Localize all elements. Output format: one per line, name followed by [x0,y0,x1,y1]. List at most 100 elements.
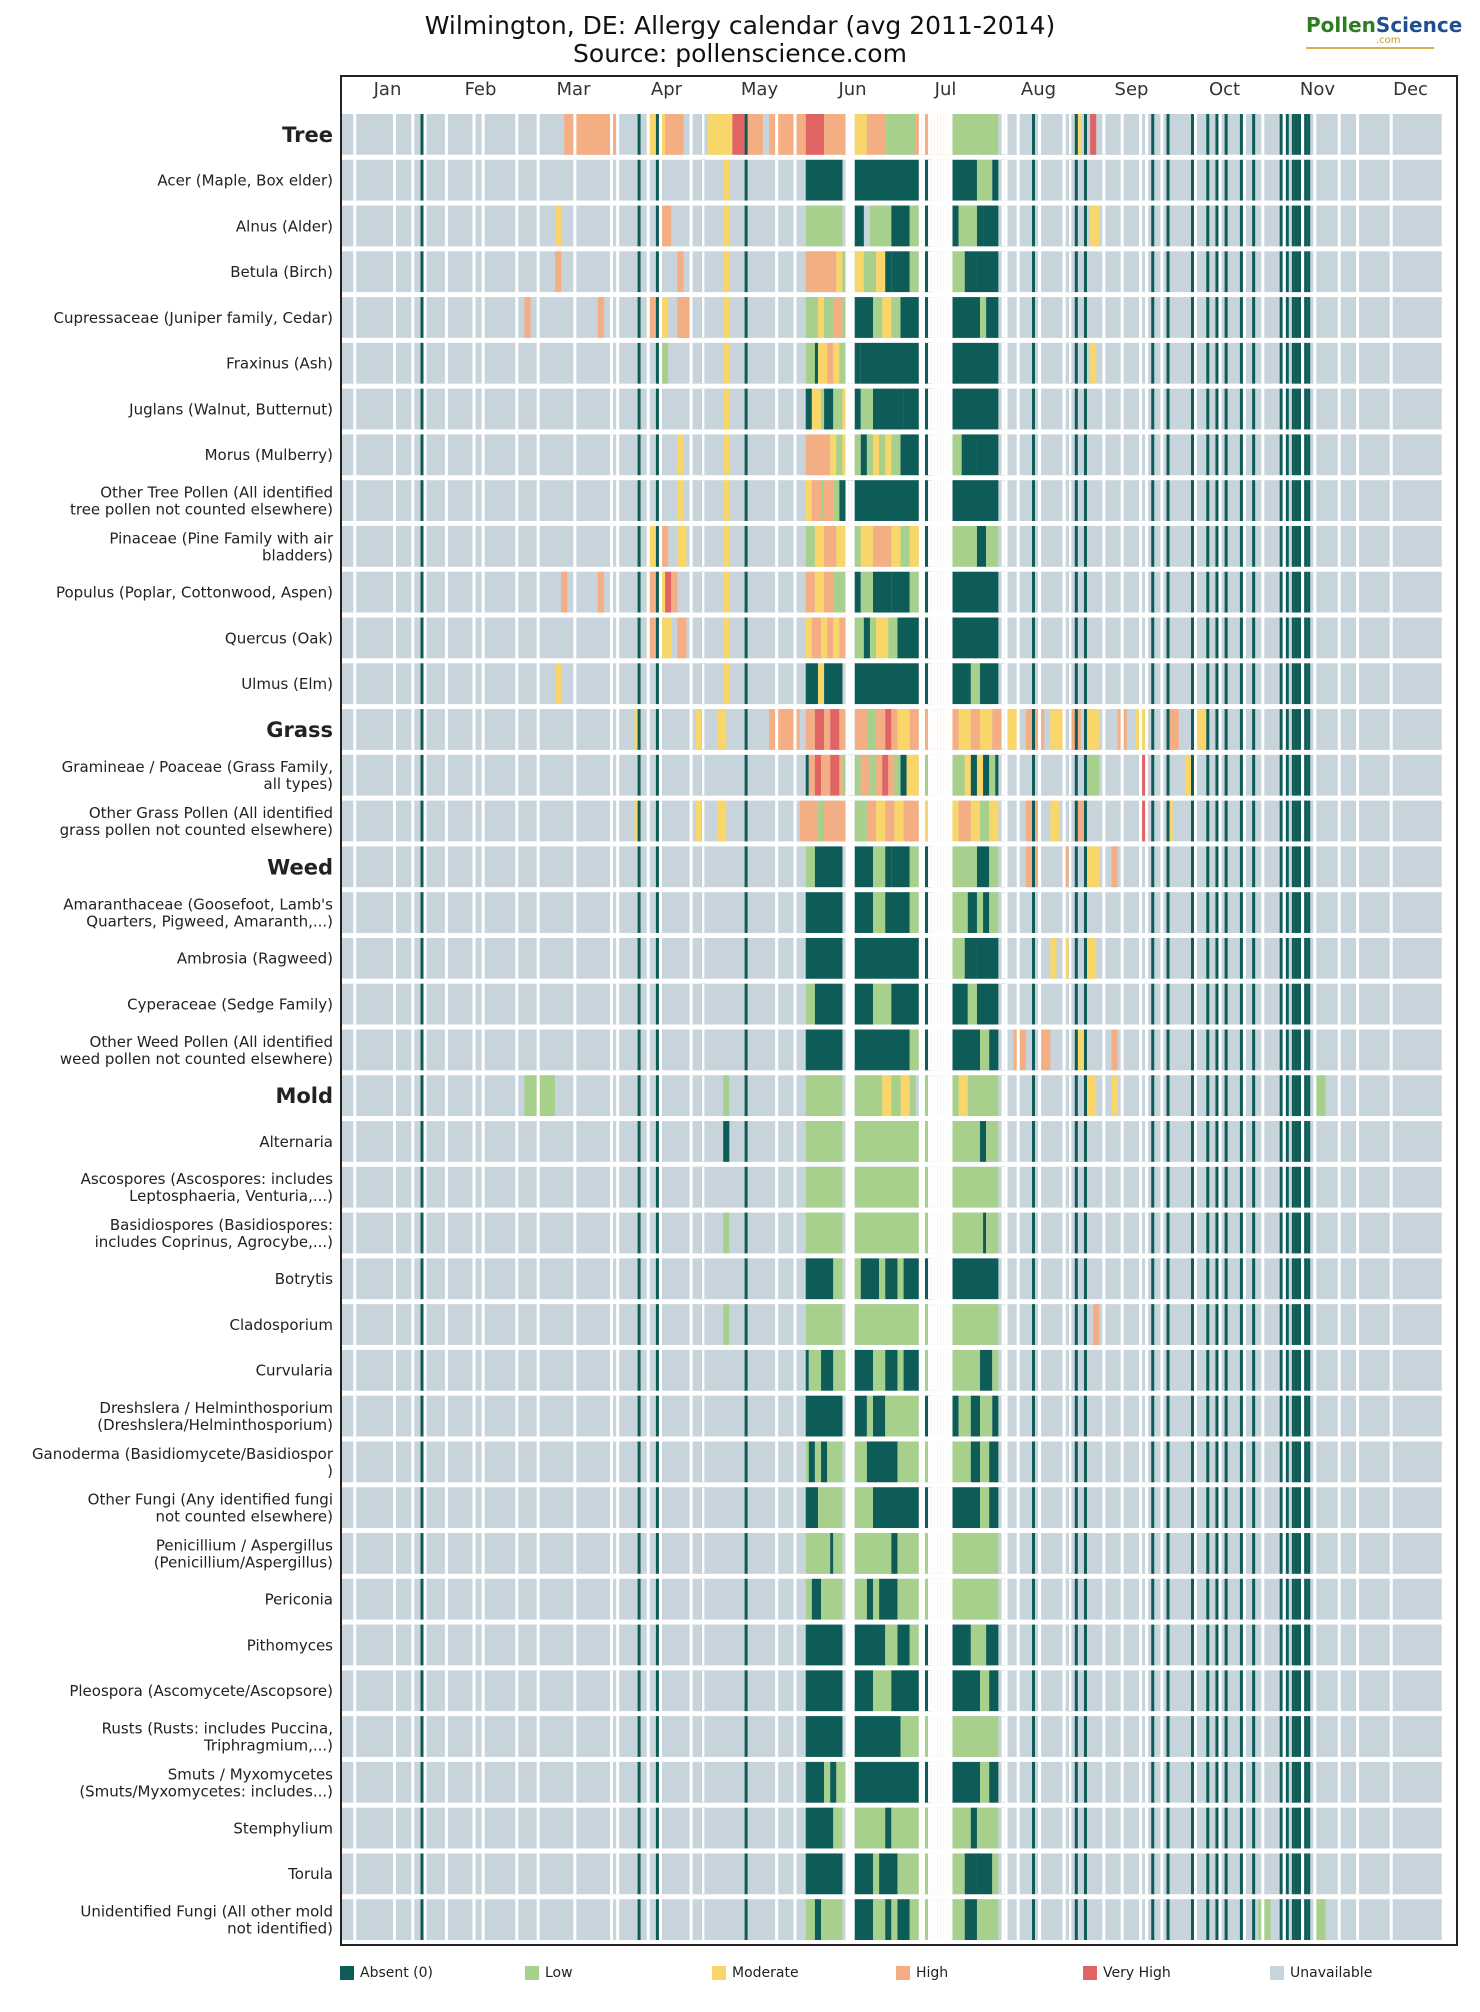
missing-day-gap [515,983,519,1025]
missing-day-gap [775,1670,779,1712]
missing-day-gap [1389,1349,1393,1391]
absent-marker [655,1716,659,1757]
missing-day-gap [934,342,938,384]
missing-day-gap [921,1716,925,1757]
missing-day-gap [943,205,947,247]
missing-day-gap [353,1761,357,1803]
absent-marker [1074,1853,1078,1895]
missing-day-gap [1301,1578,1305,1620]
missing-day-gap [851,1258,855,1300]
missing-day-gap [1337,1761,1341,1803]
heatmap-cell [952,434,962,476]
absent-marker [637,1441,641,1483]
absent-marker [1307,617,1311,659]
missing-day-gap [1062,525,1066,567]
missing-day-gap [934,1441,938,1483]
missing-day-gap [937,1212,941,1254]
heatmap-cell [885,1899,892,1940]
missing-day-gap [793,892,797,933]
missing-day-gap [918,480,922,521]
missing-day-gap [646,159,650,201]
missing-day-gap [943,663,947,705]
missing-day-gap [411,1075,415,1117]
missing-day-gap [658,1075,662,1117]
heatmap-cell [677,434,684,476]
missing-day-gap [689,251,693,293]
missing-day-gap [1313,1441,1317,1483]
missing-day-gap [931,388,935,430]
missing-day-gap [481,159,485,201]
missing-day-gap [444,1166,448,1208]
absent-marker [637,1761,641,1803]
missing-day-gap [848,480,852,521]
heatmap-cell [805,1121,843,1162]
heatmap-row [341,1899,1442,1940]
missing-day-gap [793,1624,797,1666]
heatmap-cell [983,1212,987,1254]
heatmap-cell [976,846,990,888]
missing-day-gap [444,1441,448,1483]
missing-day-gap [1313,1029,1317,1071]
missing-day-gap [1016,1578,1020,1620]
heatmap-cell [903,1349,919,1391]
absent-marker [1032,1716,1036,1757]
absent-marker [1190,983,1194,1025]
heatmap-cell [885,114,916,155]
missing-day-gap [1194,800,1198,842]
missing-day-gap [775,983,779,1025]
missing-day-gap [1337,1029,1341,1071]
missing-day-gap [845,297,849,338]
missing-day-gap [444,1578,448,1620]
missing-day-gap [943,937,947,979]
missing-day-gap [1016,1258,1020,1300]
absent-marker [420,1807,424,1849]
missing-day-gap [1139,617,1143,659]
missing-day-gap [937,892,941,933]
legend-label: Low [545,1965,573,1981]
absent-marker [1294,1716,1298,1757]
absent-marker [1151,1853,1155,1895]
missing-day-gap [943,1029,947,1071]
absent-marker [744,754,748,796]
absent-marker [1239,892,1243,933]
missing-day-gap [1120,846,1124,888]
missing-day-gap [775,937,779,979]
pollenscience-logo[interactable]: PollenScience .com [1306,14,1462,49]
missing-day-gap [1068,1212,1072,1254]
missing-day-gap [1301,937,1305,979]
absent-marker [1032,1166,1036,1208]
missing-day-gap [775,1807,779,1849]
missing-day-gap [1038,342,1042,384]
heatmap-cell [805,114,825,155]
missing-day-gap [515,342,519,384]
missing-day-gap [1038,1029,1042,1071]
missing-day-gap [931,983,935,1025]
heatmap-cell [909,1075,916,1117]
absent-marker [1294,1166,1298,1208]
missing-day-gap [1102,1029,1106,1071]
absent-marker [1074,1578,1078,1620]
missing-day-gap [701,663,705,705]
heatmap-cell [854,251,864,293]
missing-day-gap [845,754,849,796]
absent-marker [744,1670,748,1712]
heatmap-cell [805,1487,818,1529]
heatmap-cell [805,1304,843,1345]
absent-marker [1215,1487,1219,1529]
absent-marker [1166,892,1170,933]
missing-day-gap [616,1166,620,1208]
missing-day-gap [1282,1899,1286,1940]
absent-marker [1252,1853,1256,1895]
missing-day-gap [937,1533,941,1574]
missing-day-gap [934,892,938,933]
absent-marker [1190,1349,1194,1391]
absent-marker [744,1166,748,1208]
absent-marker [1224,1349,1228,1391]
missing-day-gap [940,525,944,567]
absent-marker [1074,1212,1078,1254]
absent-marker [1206,1761,1210,1803]
heatmap-row [341,1578,1442,1620]
missing-day-gap [353,1166,357,1208]
missing-day-gap [1004,251,1008,293]
missing-day-gap [689,1212,693,1254]
